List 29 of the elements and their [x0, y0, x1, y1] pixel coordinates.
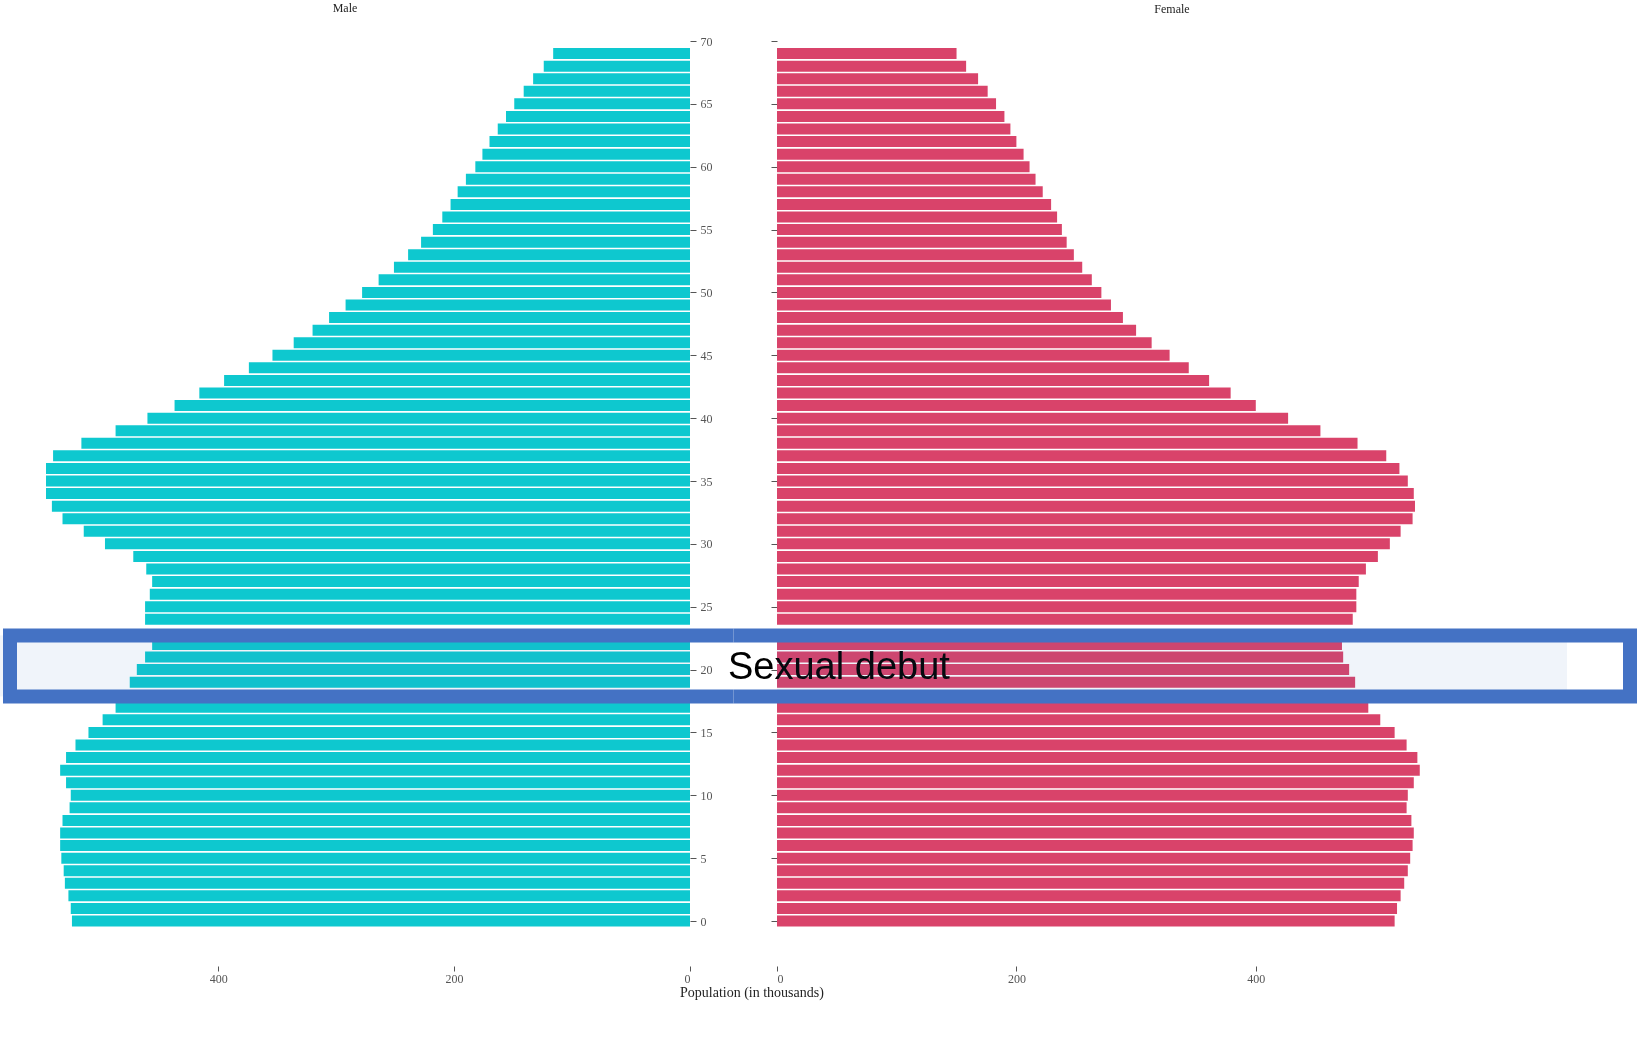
- chart-title: Male: [332, 1, 358, 15]
- y-tick-label: 40: [700, 411, 713, 426]
- y-tick-label: 0: [700, 914, 707, 929]
- y-tick-label: 50: [700, 285, 713, 300]
- y-tick-label: 5: [700, 851, 707, 866]
- y-tick-label: 30: [700, 537, 713, 552]
- x-tick-label: 400: [1247, 971, 1266, 986]
- y-tick-label: 35: [700, 474, 713, 489]
- y-tick-label: 65: [700, 97, 713, 112]
- y-tick-label: 20: [700, 663, 713, 678]
- bar: [553, 48, 690, 60]
- bar: [145, 613, 690, 625]
- bar: [129, 676, 690, 688]
- y-tick-label: 70: [700, 34, 713, 49]
- bar: [777, 48, 957, 60]
- bar: [777, 613, 1353, 625]
- chart-title: Female: [1154, 2, 1190, 16]
- x-tick-label: 400: [209, 971, 228, 986]
- y-tick-label: 60: [700, 160, 713, 175]
- x-tick-label: 200: [1007, 971, 1026, 986]
- y-tick-label: 15: [700, 725, 713, 740]
- x-axis-title: Population (in thousands): [680, 985, 825, 1001]
- y-tick-label: 10: [700, 788, 713, 803]
- x-tick-label: 0: [684, 971, 691, 986]
- x-tick-label: 200: [445, 971, 464, 986]
- y-tick-label: 55: [700, 223, 713, 238]
- x-tick-label: 0: [777, 971, 784, 986]
- y-tick-label: 45: [700, 348, 713, 363]
- y-tick-label: 25: [700, 600, 713, 615]
